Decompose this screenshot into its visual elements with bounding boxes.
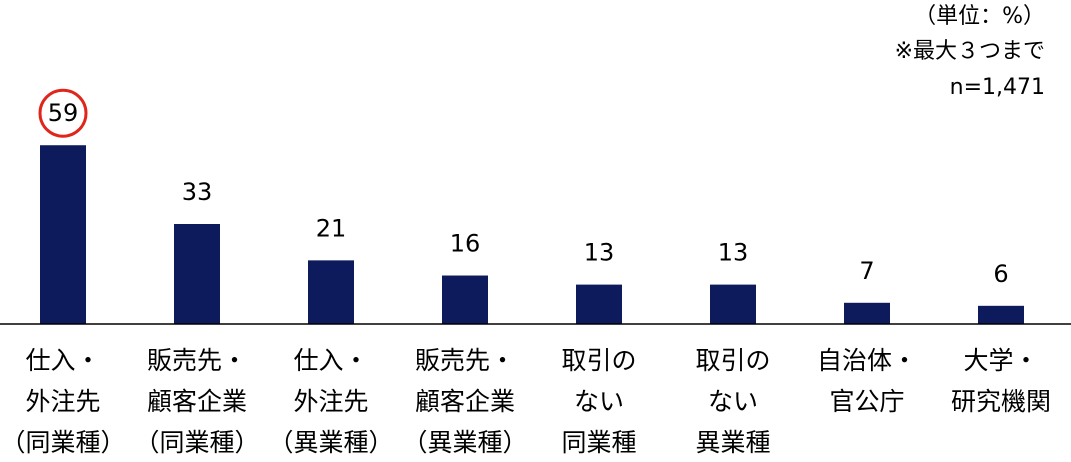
highlight-layer — [38, 88, 88, 138]
value-label-7: 7 — [859, 257, 874, 285]
category-label-5-line-2: ない — [574, 387, 624, 416]
bar-7 — [844, 302, 890, 324]
category-label-8-line-2: 研究機関 — [951, 387, 1051, 416]
chart-notes: （単位：%） ※最大３つまで n=1,471 — [895, 4, 1045, 100]
bar-6 — [710, 284, 756, 324]
limit-note: ※最大３つまで — [895, 39, 1045, 64]
value-label-5: 13 — [584, 239, 615, 267]
category-label-3-line-3: （異業種） — [268, 428, 393, 457]
value-labels: 59 33 21 16 13 13 7 6 — [48, 99, 1009, 288]
highlight-circle — [38, 88, 88, 138]
category-label-3-line-2: 外注先 — [293, 387, 368, 416]
bar-3 — [308, 260, 354, 324]
category-labels: 仕入・外注先 （同業種） 販売先・顧客企業 （同業種） 仕入・外注先 （異業種） 販売先・顧… — [0, 346, 1051, 457]
category-label-5-line-3: 同業種 — [561, 428, 636, 457]
category-label-7-line-1: 自治体・ — [817, 346, 917, 375]
category-label-8-line-1: 大学・ — [963, 346, 1038, 375]
value-label-2: 33 — [182, 178, 213, 206]
category-label-7-line-2: 官公庁 — [829, 387, 904, 416]
category-label-2-line-1: 販売先・ — [147, 346, 247, 375]
category-label-6-line-3: 異業種 — [695, 428, 770, 457]
category-label-3-line-1: 仕入・ — [293, 346, 368, 375]
value-label-1: 59 — [48, 99, 79, 127]
value-label-8: 6 — [993, 260, 1008, 288]
category-label-4-line-3: （異業種） — [402, 428, 527, 457]
category-label-6-line-2: ない — [708, 387, 758, 416]
unit-note: （単位：%） — [914, 4, 1045, 29]
category-label-5-line-1: 取引の — [561, 346, 636, 375]
category-label-1-line-1: 仕入・ — [25, 346, 100, 375]
category-label-1-line-3: （同業種） — [0, 428, 125, 457]
category-label-6-line-1: 取引の — [695, 346, 770, 375]
category-label-1-line-2: 外注先 — [25, 387, 100, 416]
bar-8 — [978, 305, 1024, 324]
category-label-4-line-1: 販売先・ — [415, 346, 515, 375]
value-label-3: 21 — [316, 214, 347, 242]
bar-1 — [40, 145, 86, 324]
sample-size-note: n=1,471 — [950, 75, 1045, 100]
bar-4 — [442, 275, 488, 324]
category-label-2-line-3: （同業種） — [134, 428, 259, 457]
category-label-4-line-2: 顧客企業 — [415, 387, 515, 416]
value-label-4: 16 — [450, 230, 481, 258]
bar-2 — [174, 224, 220, 324]
value-label-6: 13 — [718, 239, 749, 267]
bar-series — [40, 145, 1024, 324]
bar-5 — [576, 284, 622, 324]
category-label-2-line-2: 顧客企業 — [147, 387, 247, 416]
